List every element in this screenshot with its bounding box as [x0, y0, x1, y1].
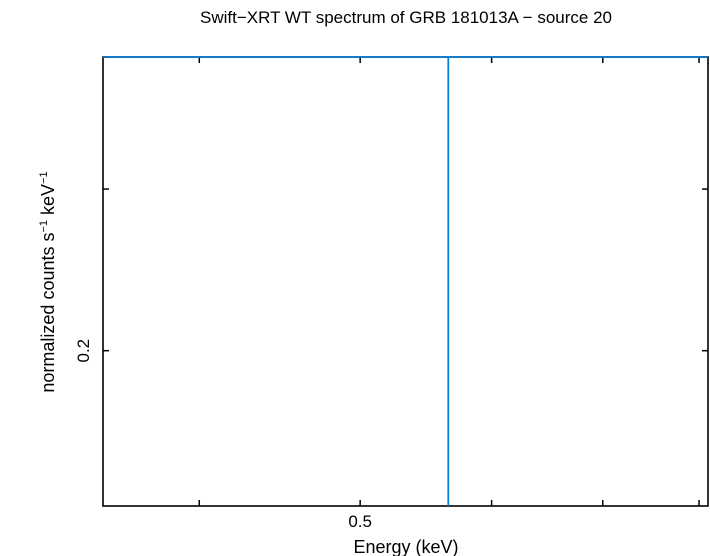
y-axis-label-main: normalized counts s	[38, 233, 58, 393]
plot-frame	[102, 56, 709, 507]
y-axis-label: normalized counts s−1 keV−1	[38, 171, 58, 392]
x-tick-label-1: 0.5	[348, 512, 372, 531]
y-axis-label-unit: keV	[38, 184, 58, 220]
y-axis-label-exp2: −1	[38, 171, 50, 184]
x-axis-ticks: 0.5	[198, 57, 700, 531]
y-tick-label-0: 0.2	[74, 339, 93, 363]
series-line-0	[103, 56, 708, 506]
series-layer	[103, 56, 708, 506]
x-axis-label: Energy (keV)	[353, 537, 458, 556]
y-axis-ticks: 0.2	[74, 56, 708, 363]
y-axis-label-exp1: −1	[38, 220, 50, 233]
chart-title: Swift−XRT WT spectrum of GRB 181013A − s…	[200, 8, 612, 27]
